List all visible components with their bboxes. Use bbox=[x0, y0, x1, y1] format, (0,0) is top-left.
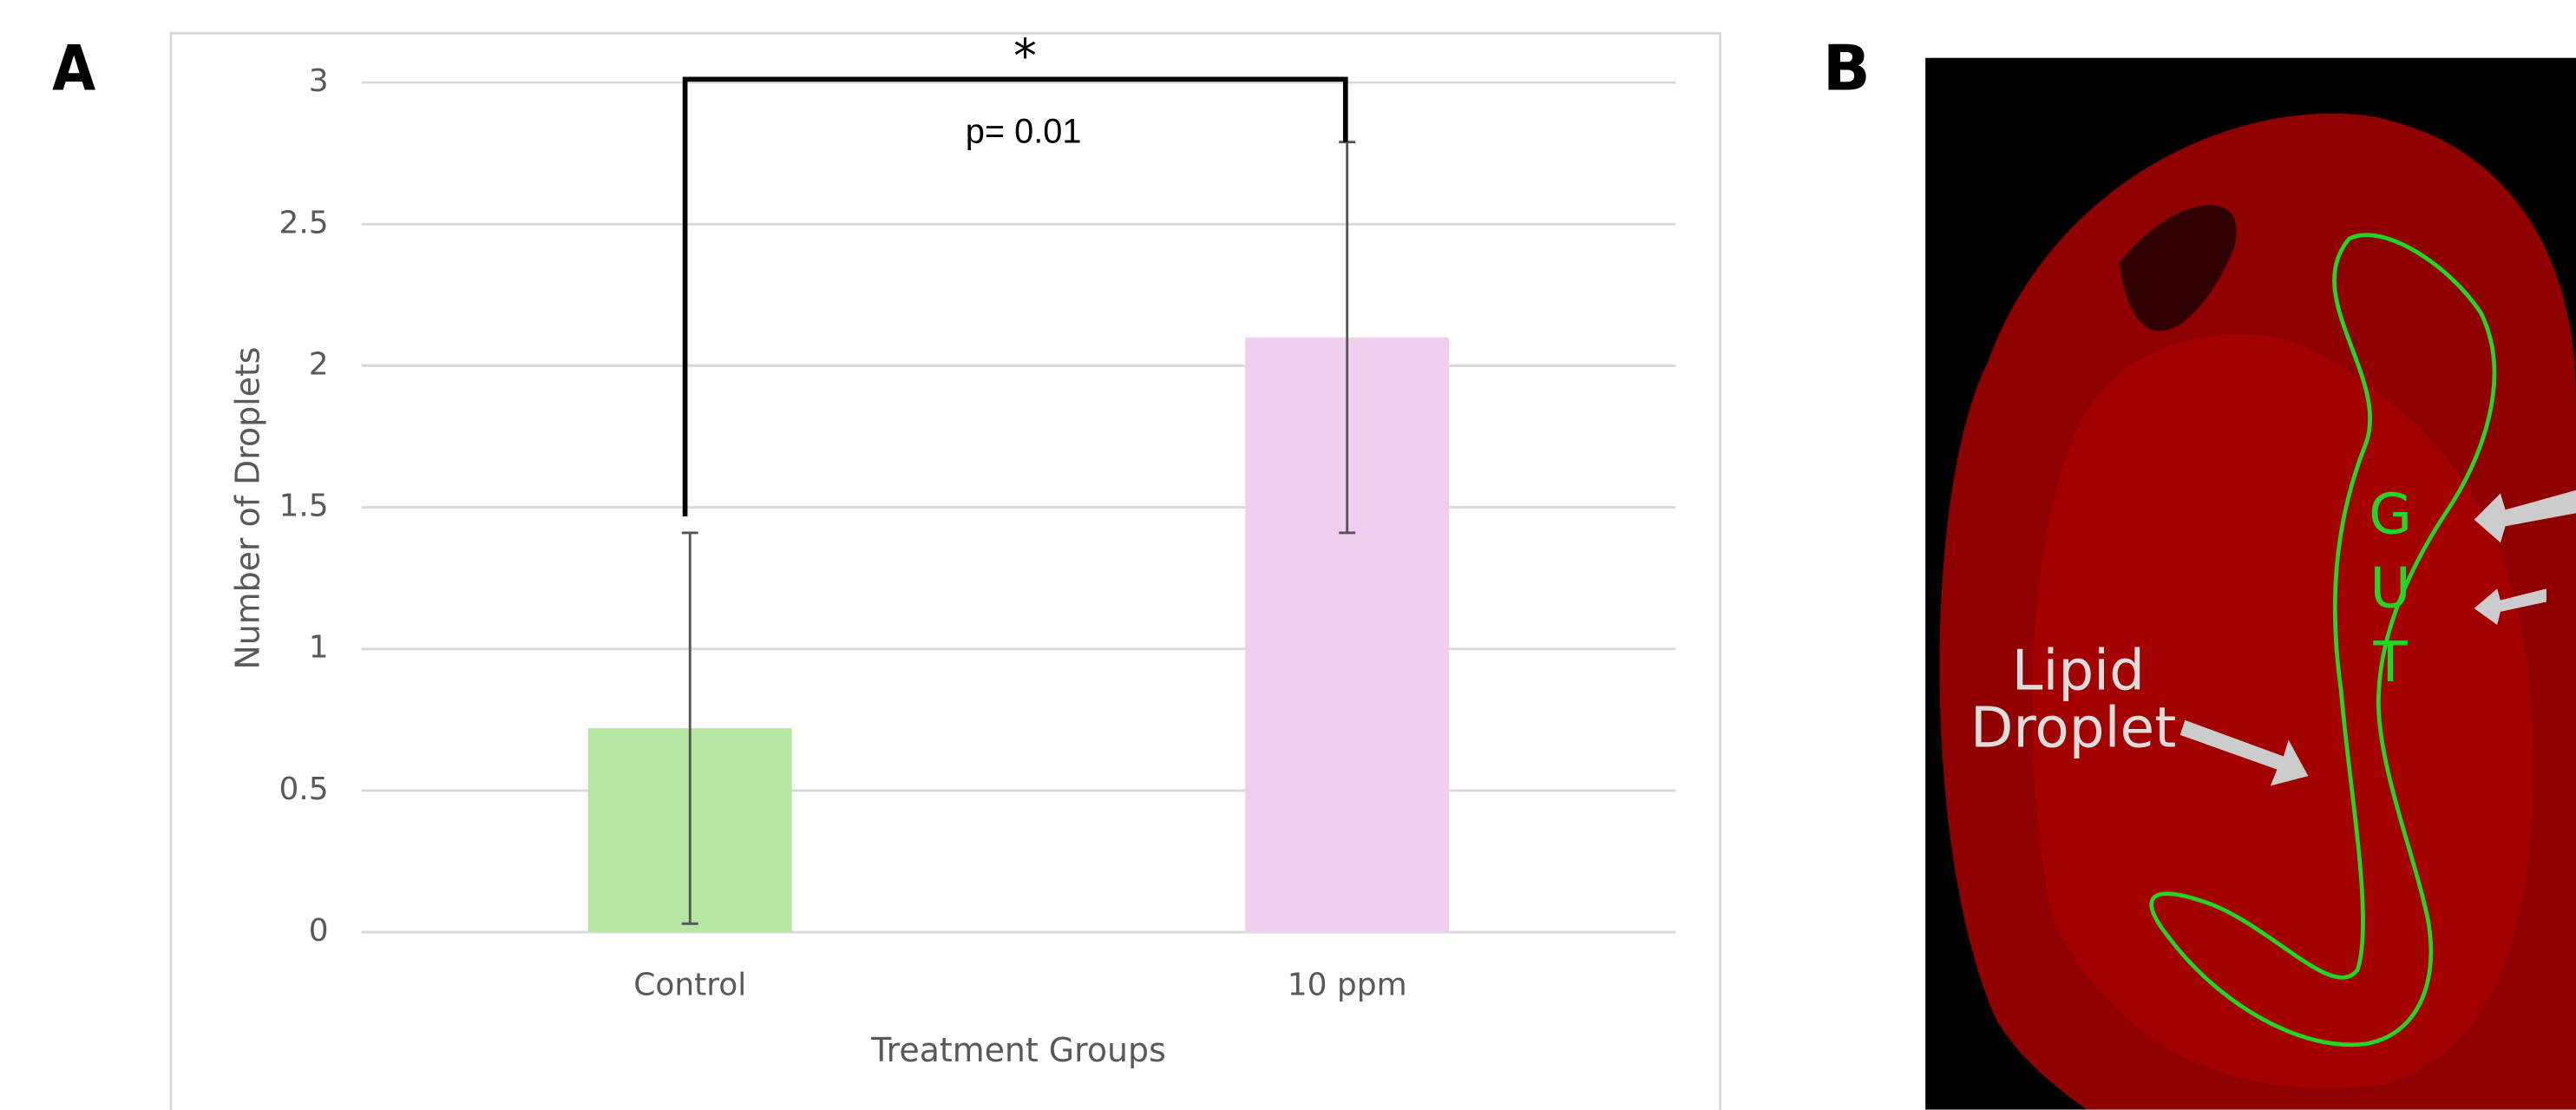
lipid-label: Lipid bbox=[2012, 638, 2145, 703]
panel-label: A bbox=[52, 31, 95, 104]
micrograph: G U T Lipid Droplet bbox=[1925, 58, 2576, 1110]
significance-star: * bbox=[1013, 30, 1037, 83]
y-tick-label: 0.5 bbox=[279, 772, 328, 807]
y-tick-label: 3 bbox=[309, 63, 329, 99]
p-value: p= 0.01 bbox=[966, 112, 1082, 150]
chart-frame bbox=[171, 33, 1721, 1110]
figure: A B Treatment Groups Number of Droplets … bbox=[0, 0, 2576, 1110]
y-axis-label: Number of Droplets bbox=[228, 346, 266, 669]
lipid-label: Droplet bbox=[1970, 696, 2177, 761]
y-tick-label: 0 bbox=[309, 913, 329, 949]
y-tick-label: 1.5 bbox=[279, 489, 328, 524]
y-tick-label: 2.5 bbox=[279, 205, 328, 240]
gut-letter: T bbox=[2372, 630, 2408, 695]
gut-letter: G bbox=[2369, 482, 2412, 547]
gut-letter: U bbox=[2370, 556, 2410, 621]
panel-label: B bbox=[1823, 31, 1871, 104]
y-tick-label: 2 bbox=[309, 346, 329, 382]
y-tick-label: 1 bbox=[309, 630, 329, 666]
x-axis-label: Treatment Groups bbox=[870, 1031, 1166, 1069]
x-tick-label: Control bbox=[633, 968, 746, 1003]
x-tick-label: 10 ppm bbox=[1288, 968, 1407, 1003]
